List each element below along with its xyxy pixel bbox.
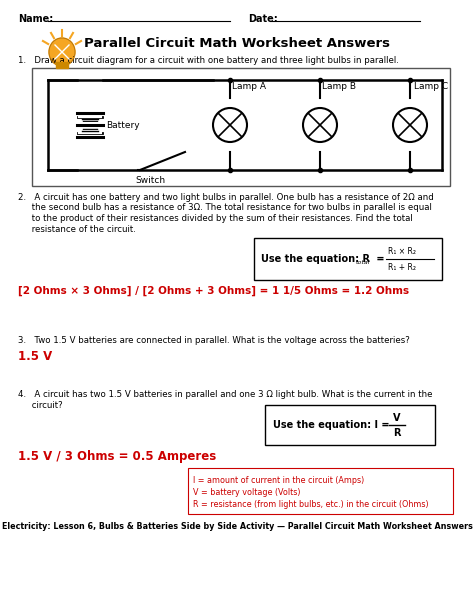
Text: circuit?: circuit?	[18, 401, 63, 410]
Bar	[265, 405, 435, 445]
Text: Use the equation: R: Use the equation: R	[261, 254, 370, 264]
Text: Lamp C: Lamp C	[414, 82, 448, 91]
Text: resistance of the circuit.: resistance of the circuit.	[18, 224, 136, 234]
Text: V: V	[393, 413, 401, 423]
Text: 1.5 V / 3 Ohms = 0.5 Amperes: 1.5 V / 3 Ohms = 0.5 Amperes	[18, 450, 216, 463]
Text: Battery: Battery	[106, 121, 140, 129]
Text: R₁ + R₂: R₁ + R₂	[388, 262, 416, 272]
Bar	[254, 238, 442, 280]
Text: Lamp A: Lamp A	[232, 82, 266, 91]
Text: to the product of their resistances divided by the sum of their resistances. Fin: to the product of their resistances divi…	[18, 214, 413, 223]
Text: Parallel Circuit Math Worksheet Answers: Parallel Circuit Math Worksheet Answers	[84, 37, 390, 50]
Text: Date:: Date:	[248, 14, 278, 24]
Text: V = battery voltage (Volts): V = battery voltage (Volts)	[193, 488, 301, 497]
Text: [2 Ohms × 3 Ohms] / [2 Ohms + 3 Ohms] = 1 1/5 Ohms = 1.2 Ohms: [2 Ohms × 3 Ohms] / [2 Ohms + 3 Ohms] = …	[18, 286, 409, 296]
Text: Lamp B: Lamp B	[322, 82, 356, 91]
Text: Switch: Switch	[135, 176, 165, 185]
Bar	[32, 68, 450, 186]
Text: Name:: Name:	[18, 14, 53, 24]
Text: 3.   Two 1.5 V batteries are connected in parallel. What is the voltage across t: 3. Two 1.5 V batteries are connected in …	[18, 336, 410, 345]
Text: total: total	[356, 259, 371, 264]
Text: R₁ × R₂: R₁ × R₂	[388, 248, 416, 256]
Text: 1.   Draw a circuit diagram for a circuit with one battery and three light bulbs: 1. Draw a circuit diagram for a circuit …	[18, 56, 399, 65]
Text: 2.   A circuit has one battery and two light bulbs in parallel. One bulb has a r: 2. A circuit has one battery and two lig…	[18, 193, 434, 202]
Text: 4.   A circuit has two 1.5 V batteries in parallel and one 3 Ω light bulb. What : 4. A circuit has two 1.5 V batteries in …	[18, 390, 432, 399]
Text: =: =	[373, 254, 384, 264]
Text: the second bulb has a resistance of 3Ω. The total resistance for two bulbs in pa: the second bulb has a resistance of 3Ω. …	[18, 204, 432, 213]
Text: Electricity: Lesson 6, Bulbs & Batteries Side by Side Activity — Parallel Circui: Electricity: Lesson 6, Bulbs & Batteries…	[1, 522, 473, 531]
Bar	[188, 468, 453, 514]
Ellipse shape	[49, 38, 75, 66]
Text: I = amount of current in the circuit (Amps): I = amount of current in the circuit (Am…	[193, 476, 364, 485]
Text: 1.5 V: 1.5 V	[18, 350, 52, 363]
Text: Use the equation: I =: Use the equation: I =	[273, 420, 390, 430]
Text: R = resistance (from light bulbs, etc.) in the circuit (Ohms): R = resistance (from light bulbs, etc.) …	[193, 500, 428, 509]
Bar	[56, 62, 68, 68]
Text: R: R	[393, 428, 401, 438]
